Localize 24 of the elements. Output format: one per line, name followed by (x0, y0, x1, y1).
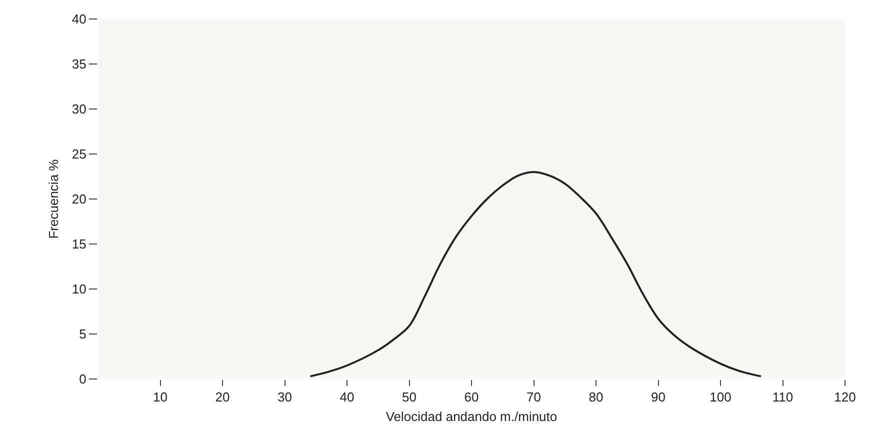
x-tick-label: 10 (153, 390, 168, 405)
y-tick-label: 40 (72, 12, 86, 27)
x-tick-label: 100 (710, 390, 732, 405)
x-tick-label: 50 (402, 390, 416, 405)
y-tick-label: 15 (72, 236, 86, 252)
y-tick-label: 25 (72, 146, 86, 162)
x-tick-label: 90 (651, 390, 666, 405)
x-axis-title: Velocidad andando m./minuto (386, 409, 558, 424)
x-tick-label: 40 (340, 390, 354, 405)
x-tick-label: 120 (834, 390, 856, 405)
y-tick-label: 35 (72, 56, 86, 72)
x-tick-label: 110 (772, 390, 794, 405)
x-tick-label: 80 (588, 390, 604, 405)
y-axis-title: Frecuencia % (46, 158, 61, 239)
y-tick-label: 10 (72, 282, 86, 297)
y-tick-label: 0 (79, 372, 86, 387)
y-tick-label: 5 (79, 326, 86, 342)
x-tick-label: 60 (464, 390, 479, 405)
y-tick-label: 30 (72, 102, 86, 117)
line-series (309, 171, 762, 378)
x-tick-label: 30 (278, 390, 292, 405)
y-tick-label: 20 (72, 192, 86, 207)
x-tick-label: 20 (215, 390, 230, 405)
x-tick-label: 70 (526, 390, 541, 405)
